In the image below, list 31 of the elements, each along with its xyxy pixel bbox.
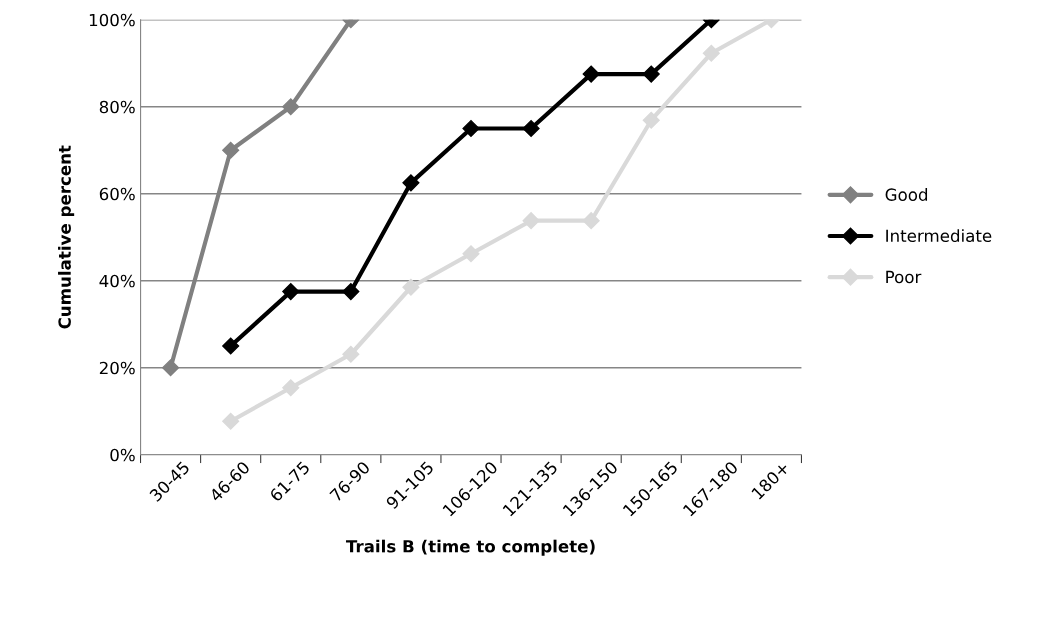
- y-tick-label: 0%: [110, 448, 135, 462]
- y-tick-label: 80%: [99, 100, 135, 114]
- point: [462, 119, 480, 138]
- point: [522, 212, 540, 230]
- point: [282, 98, 300, 116]
- point: [402, 278, 420, 296]
- x-axis-title: Trails B (time to complete): [345, 539, 595, 556]
- y-tick-label: 100%: [89, 13, 135, 27]
- legend-label: Intermediate: [886, 229, 992, 243]
- point: [582, 65, 600, 83]
- point: [162, 359, 180, 377]
- point: [342, 345, 360, 363]
- y-axis-title: Cumulative percent: [58, 145, 75, 329]
- y-tick-label: 20%: [99, 361, 135, 375]
- point: [642, 111, 660, 129]
- point: [642, 65, 660, 83]
- y-tick-label: 60%: [99, 187, 135, 201]
- point: [222, 141, 240, 159]
- point: [582, 212, 600, 230]
- point: [402, 174, 420, 192]
- legend-label: Good: [885, 188, 928, 201]
- y-tick-label: 40%: [99, 274, 135, 288]
- point: [222, 337, 240, 355]
- point: [702, 44, 720, 62]
- point: [522, 119, 540, 138]
- point: [282, 379, 300, 397]
- point: [222, 412, 240, 430]
- legend-label: Poor: [886, 270, 922, 284]
- point: [462, 245, 480, 263]
- point: [282, 283, 300, 301]
- point: [342, 283, 360, 301]
